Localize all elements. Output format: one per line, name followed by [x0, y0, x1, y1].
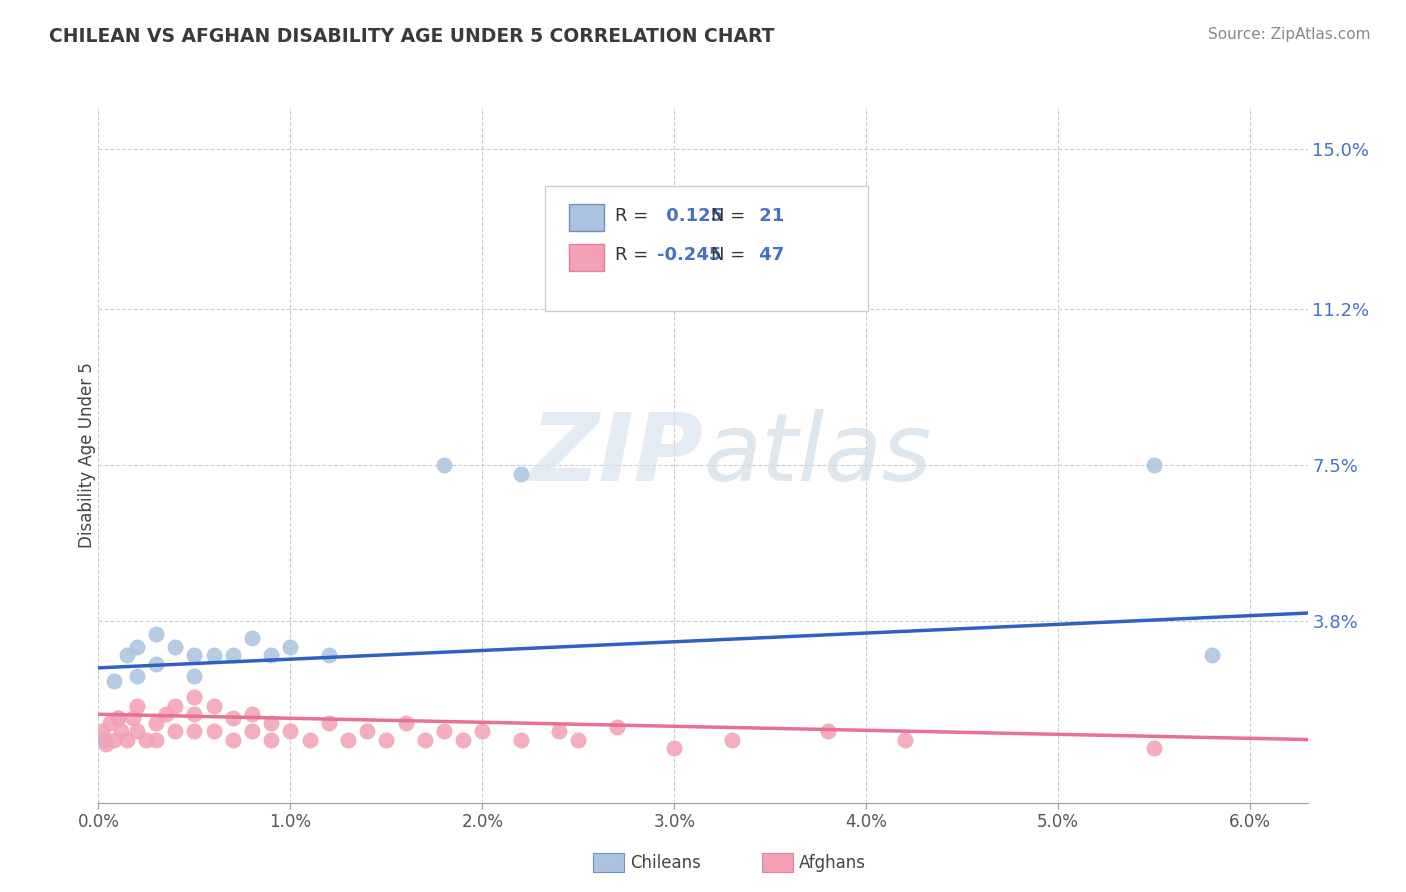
- Text: 47: 47: [754, 246, 785, 264]
- Point: [433, 458, 456, 473]
- Point: [125, 640, 148, 654]
- Text: CHILEAN VS AFGHAN DISABILITY AGE UNDER 5 CORRELATION CHART: CHILEAN VS AFGHAN DISABILITY AGE UNDER 5…: [49, 27, 775, 45]
- Text: atlas: atlas: [703, 409, 931, 500]
- Point: [240, 724, 263, 739]
- Text: R =: R =: [614, 207, 648, 225]
- Point: [94, 737, 117, 751]
- Point: [165, 640, 187, 654]
- Point: [145, 732, 167, 747]
- Point: [115, 648, 138, 663]
- Text: N =: N =: [710, 246, 745, 264]
- Point: [606, 720, 628, 734]
- Point: [125, 669, 148, 683]
- Text: 21: 21: [754, 207, 785, 225]
- Point: [183, 707, 205, 722]
- Point: [202, 724, 225, 739]
- Point: [165, 698, 187, 713]
- Point: [318, 715, 340, 730]
- Point: [298, 732, 321, 747]
- Text: N =: N =: [710, 207, 745, 225]
- Point: [1143, 741, 1166, 756]
- Point: [222, 648, 245, 663]
- Point: [145, 715, 167, 730]
- Point: [509, 732, 531, 747]
- Point: [720, 732, 742, 747]
- Point: [394, 715, 416, 730]
- Point: [280, 640, 302, 654]
- Point: [98, 715, 121, 730]
- Point: [183, 690, 205, 705]
- Point: [260, 732, 283, 747]
- Point: [1201, 648, 1223, 663]
- Point: [183, 724, 205, 739]
- Point: [548, 724, 571, 739]
- Point: [1143, 458, 1166, 473]
- Point: [664, 741, 686, 756]
- Point: [318, 648, 340, 663]
- Point: [145, 627, 167, 641]
- Point: [125, 698, 148, 713]
- Point: [413, 732, 436, 747]
- Text: Source: ZipAtlas.com: Source: ZipAtlas.com: [1208, 27, 1371, 42]
- Point: [125, 724, 148, 739]
- Point: [260, 715, 283, 730]
- Y-axis label: Disability Age Under 5: Disability Age Under 5: [79, 362, 96, 548]
- Point: [240, 707, 263, 722]
- Point: [107, 711, 129, 725]
- Point: [155, 707, 177, 722]
- Point: [893, 732, 915, 747]
- Point: [103, 732, 125, 747]
- Text: Afghans: Afghans: [799, 855, 866, 872]
- Point: [451, 732, 474, 747]
- Point: [122, 711, 145, 725]
- Point: [222, 732, 245, 747]
- Point: [356, 724, 378, 739]
- Text: 0.125: 0.125: [659, 207, 723, 225]
- Point: [471, 724, 494, 739]
- Point: [202, 648, 225, 663]
- Point: [260, 648, 283, 663]
- Point: [567, 732, 589, 747]
- Point: [110, 724, 132, 739]
- Point: [222, 711, 245, 725]
- Point: [91, 724, 114, 739]
- Point: [375, 732, 398, 747]
- Text: R =: R =: [614, 246, 648, 264]
- Text: -0.245: -0.245: [657, 246, 721, 264]
- Text: Chileans: Chileans: [630, 855, 700, 872]
- Text: ZIP: ZIP: [530, 409, 703, 501]
- Point: [165, 724, 187, 739]
- Point: [107, 711, 129, 725]
- Point: [280, 724, 302, 739]
- Point: [145, 657, 167, 671]
- Point: [103, 673, 125, 688]
- Point: [135, 732, 157, 747]
- Point: [336, 732, 359, 747]
- Point: [183, 648, 205, 663]
- Point: [433, 724, 456, 739]
- Point: [240, 632, 263, 646]
- Point: [115, 732, 138, 747]
- Point: [509, 467, 531, 481]
- Point: [183, 669, 205, 683]
- Point: [202, 698, 225, 713]
- Point: [817, 724, 839, 739]
- Point: [93, 732, 115, 747]
